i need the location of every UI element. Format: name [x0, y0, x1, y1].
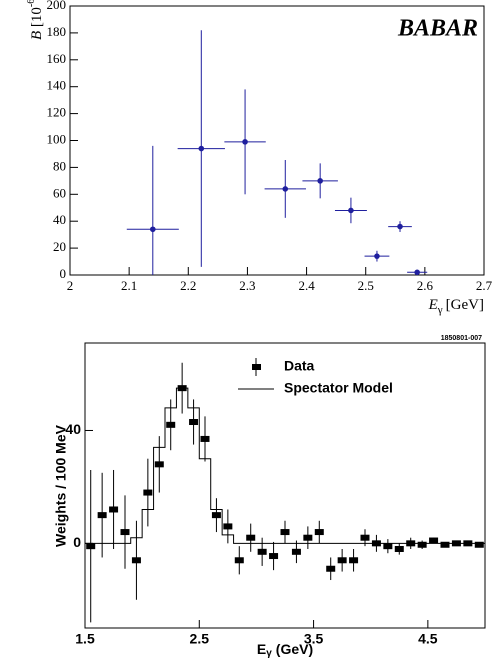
- y-tick-label: 40: [65, 421, 81, 437]
- data-point: [223, 523, 233, 530]
- data-point: [337, 557, 347, 564]
- data-point: [474, 541, 484, 548]
- y-tick-label: 0: [73, 534, 81, 550]
- data-point: [257, 548, 267, 555]
- data-point: [200, 435, 210, 442]
- y-tick-label: 80: [53, 158, 66, 173]
- y-label-unit: [10: [29, 7, 45, 27]
- legend-label: Spectator Model: [284, 380, 393, 396]
- x-tick-label: 2.5: [358, 278, 374, 293]
- data-point: [326, 565, 336, 572]
- y-tick-label: 20: [53, 239, 66, 254]
- x-tick-label: 2.7: [476, 278, 493, 293]
- data-point: [269, 553, 279, 560]
- data-point: [189, 419, 199, 426]
- data-point: [360, 534, 370, 541]
- logo: BABAR: [397, 16, 478, 42]
- data-point: [131, 557, 141, 564]
- figure-id: 1850801-007: [441, 335, 482, 342]
- x-tick-label: 2.3: [239, 278, 255, 293]
- x-label-unit: (GeV): [276, 641, 313, 657]
- data-point: [86, 543, 96, 550]
- data-point: [348, 207, 354, 214]
- x-tick-label: 2: [67, 278, 74, 293]
- data-point: [303, 534, 313, 541]
- data-point: [440, 541, 450, 548]
- data-point: [349, 557, 359, 564]
- y-tick-label: 160: [47, 51, 67, 66]
- y-tick-label: 100: [47, 131, 67, 146]
- y-axis-label: Weights / 100 MeV: [53, 424, 69, 547]
- data-point: [374, 253, 380, 259]
- data-point: [394, 545, 404, 552]
- data-point: [383, 543, 393, 550]
- y-tick-label: 60: [53, 185, 66, 200]
- data-point: [120, 529, 130, 536]
- x-label-subscript: γ: [266, 648, 272, 659]
- data-point: [211, 512, 221, 519]
- data-point: [166, 421, 176, 428]
- x-tick-label: 2.4: [298, 278, 315, 293]
- data-point: [414, 269, 420, 276]
- y-tick-label: 0: [60, 266, 67, 281]
- x-tick-label: 3.5: [304, 631, 324, 647]
- x-label-symbol: E: [428, 297, 438, 313]
- x-axis-label: Eγ (GeV): [257, 641, 313, 659]
- y-label-exponent: -6: [26, 0, 37, 7]
- data-point: [150, 226, 156, 233]
- x-tick-label: 4.5: [418, 631, 438, 647]
- data-point: [429, 537, 439, 544]
- y-tick-label: 140: [47, 78, 67, 93]
- legend-label: Data: [284, 358, 315, 374]
- x-axis-label: Eγ [GeV]: [428, 297, 484, 315]
- x-label-subscript: γ: [437, 304, 443, 316]
- data-point: [109, 506, 119, 513]
- model-histogram: [85, 387, 485, 544]
- x-tick-label: 2.6: [417, 278, 434, 293]
- x-tick-label: 2.1: [121, 278, 137, 293]
- data-point: [97, 512, 107, 519]
- data-point: [246, 534, 256, 541]
- data-point: [317, 178, 323, 184]
- data-point: [314, 529, 324, 536]
- data-point: [234, 557, 244, 564]
- legend-swatch: [252, 364, 261, 370]
- y-tick-label: 40: [53, 212, 66, 227]
- data-point: [198, 145, 205, 152]
- y-tick-label: 120: [47, 105, 67, 120]
- y-axis-label: B [10-6]: [26, 0, 45, 40]
- data-point: [397, 223, 403, 230]
- data-point: [280, 529, 290, 536]
- data-point: [242, 139, 248, 145]
- y-tick-label: 180: [47, 24, 67, 39]
- data-point: [291, 548, 301, 555]
- y-tick-label: 200: [47, 0, 67, 12]
- x-label-symbol: E: [257, 641, 266, 657]
- data-point: [417, 541, 427, 548]
- y-label-symbol: B: [29, 31, 45, 40]
- x-tick-label: 2.2: [180, 278, 196, 293]
- data-point: [154, 461, 164, 468]
- data-point: [143, 489, 153, 496]
- x-tick-label: 2.5: [190, 631, 210, 647]
- plot-frame: [69, 5, 485, 276]
- x-label-unit: [GeV]: [446, 297, 484, 313]
- x-tick-label: 1.5: [75, 631, 95, 647]
- data-point: [282, 186, 289, 192]
- plot-frame: [84, 342, 486, 629]
